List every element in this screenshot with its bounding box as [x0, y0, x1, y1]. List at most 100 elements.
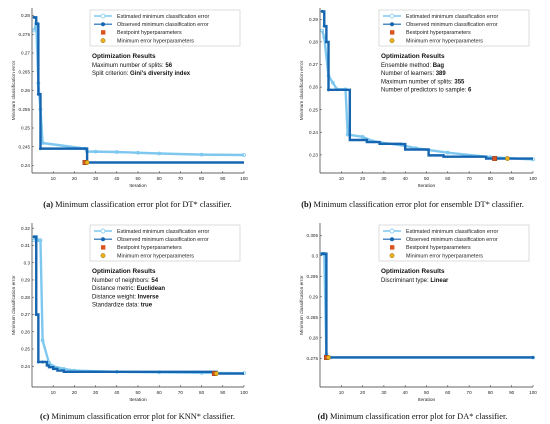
- annotation-label: Standardize data:: [92, 303, 141, 309]
- annotation-label: Number of predictors to sample:: [381, 88, 468, 94]
- y-tick-label: 0.28: [309, 40, 318, 45]
- estimated-point: [199, 152, 204, 157]
- annotation-line: Maximum number of splits: 355: [381, 79, 465, 85]
- x-tick-label: 40: [403, 390, 409, 395]
- legend-label: Bestpoint hyperparameters: [406, 245, 471, 251]
- x-tick-label: 90: [220, 176, 226, 181]
- legend-swatch-estimated-marker: [100, 13, 106, 19]
- y-tick-label: 0.29: [309, 17, 318, 22]
- y-tick-label: 0.26: [21, 329, 30, 334]
- x-axis-label: Iteration: [129, 397, 147, 403]
- annotation-label: Distance weight:: [92, 294, 138, 300]
- y-tick-label: 0.305: [307, 233, 319, 238]
- estimated-point: [360, 134, 365, 139]
- y-tick-label: 0.25: [21, 347, 30, 352]
- y-axis-label: Minimum classification error: [11, 60, 17, 120]
- x-tick-label: 80: [199, 390, 205, 395]
- annotation-line: Number of neighbors: 54: [92, 278, 159, 284]
- min-error-marker: [214, 371, 219, 376]
- annotation-value: 389: [436, 71, 447, 77]
- x-tick-label: 60: [445, 176, 451, 181]
- y-tick-label: 0.24: [21, 364, 30, 369]
- legend-box: [89, 224, 241, 262]
- legend-label: Bestpoint hyperparameters: [117, 30, 182, 36]
- x-tick-label: 50: [424, 176, 430, 181]
- observed-point: [324, 40, 328, 44]
- legend-swatch-minerror: [100, 38, 106, 43]
- legend-box: [89, 9, 241, 47]
- annotation-label: Number of learners:: [381, 71, 436, 77]
- y-axis-label: Minimum classification error: [299, 275, 305, 335]
- chart-panel-ensemble-dt: 10 20 30 40 50 60 70 80 90 100 0.23 0.24 0.25 0.26 0.2…: [275, 0, 550, 212]
- x-tick-label: 70: [178, 390, 184, 395]
- y-axis-label: Minimum classification error: [299, 60, 305, 120]
- x-axis-label: Iteration: [418, 397, 436, 403]
- legend-swatch-minerror: [389, 38, 395, 43]
- observed-point: [41, 360, 45, 364]
- caption-ensemble-dt: (b) Minimum classification error plot fo…: [275, 200, 550, 209]
- y-tick-label: 0.27: [21, 312, 30, 317]
- x-tick-label: 70: [467, 390, 473, 395]
- legend-label: Minimum error hyperparameters: [117, 253, 194, 259]
- y-tick-label: 0.25: [21, 126, 30, 131]
- chart-svg-da: 10 20 30 40 50 60 70 80 90 100 0.275 0.28 0.285 0.29 0…: [299, 223, 537, 403]
- y-tick-label: 0.285: [307, 315, 319, 320]
- legend-label: Estimated minimum classification error: [117, 229, 209, 235]
- caption-dt: (a) Minimum classification error plot fo…: [0, 200, 275, 209]
- observed-point: [320, 9, 324, 13]
- annotation-value: Linear: [430, 278, 449, 284]
- x-tick-label: 70: [467, 176, 473, 181]
- annotation-label: Maximum number of splits:: [381, 79, 454, 85]
- x-tick-label: 20: [360, 176, 366, 181]
- y-tick-label: 0.27: [21, 51, 30, 56]
- annotation-value: Bag: [433, 63, 445, 69]
- legend-swatch-bestpoint: [101, 30, 106, 35]
- x-tick-label: 90: [509, 390, 515, 395]
- y-tick-label: 0.245: [19, 144, 31, 149]
- annotation-line: Maximum number of splits: 56: [92, 63, 173, 69]
- caption-text: Minimum classification error plot for KN…: [49, 412, 235, 421]
- estimated-point: [114, 150, 119, 154]
- observed-point: [36, 92, 40, 96]
- y-tick-label: 0.25: [309, 107, 318, 112]
- x-tick-label: 40: [114, 390, 120, 395]
- annotation-label: Distance metric:: [92, 286, 137, 292]
- y-axis-label: Minimum classification error: [11, 275, 17, 335]
- y-tick-label: 0.24: [21, 163, 30, 168]
- legend-label: Bestpoint hyperparameters: [406, 30, 471, 36]
- estimated-point: [38, 238, 43, 243]
- x-tick-label: 100: [240, 390, 248, 395]
- legend-swatch-minerror: [389, 253, 395, 258]
- annotation-label: Split criterion:: [92, 71, 130, 77]
- caption-tag: (c): [40, 412, 50, 421]
- caption-text: Minimum classification error plot for DA…: [327, 412, 508, 421]
- observed-point: [322, 24, 326, 28]
- estimated-point: [330, 80, 335, 85]
- x-tick-label: 90: [220, 390, 226, 395]
- x-tick-label: 20: [360, 390, 366, 395]
- caption-da: (d) Minimum classification error plot fo…: [275, 412, 550, 421]
- y-tick-label: 0.31: [21, 243, 30, 248]
- x-tick-label: 30: [381, 390, 387, 395]
- observed-point: [32, 235, 36, 239]
- caption-text: Minimum classification error plot for DT…: [53, 200, 232, 209]
- legend-swatch-minerror: [100, 253, 106, 258]
- annotation-line: Split criterion: Gini's diversity index: [92, 71, 191, 77]
- observed-point: [320, 252, 324, 256]
- observed-point: [34, 22, 38, 26]
- annotation-title: Optimization Results: [92, 53, 156, 60]
- legend-label: Estimated minimum classification error: [117, 14, 209, 20]
- y-tick-label: 0.255: [19, 107, 31, 112]
- y-tick-label: 0.3: [312, 253, 319, 258]
- annotation-label: Number of neighbors:: [92, 278, 151, 284]
- annotation-line: Number of learners: 389: [381, 71, 446, 77]
- annotation-label: Ensemble method:: [381, 63, 433, 69]
- annotation-line: Number of predictors to sample: 6: [381, 88, 472, 94]
- estimated-point: [320, 28, 325, 33]
- annotation-line: Ensemble method: Bag: [381, 63, 444, 69]
- y-tick-label: 0.28: [309, 335, 318, 340]
- min-error-marker: [84, 160, 90, 165]
- annotation-line: Standardize data: true: [92, 303, 153, 309]
- estimated-point: [242, 153, 246, 157]
- x-tick-label: 30: [381, 176, 387, 181]
